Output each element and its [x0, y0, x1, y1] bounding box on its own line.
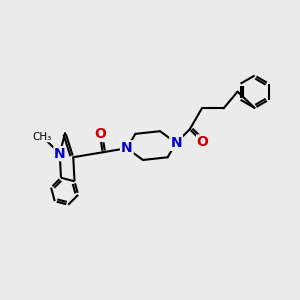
Text: N: N — [54, 147, 65, 160]
Text: O: O — [94, 128, 106, 141]
Text: CH₃: CH₃ — [33, 132, 52, 142]
Text: N: N — [170, 136, 182, 150]
Text: N: N — [121, 141, 133, 155]
Text: O: O — [196, 135, 208, 149]
